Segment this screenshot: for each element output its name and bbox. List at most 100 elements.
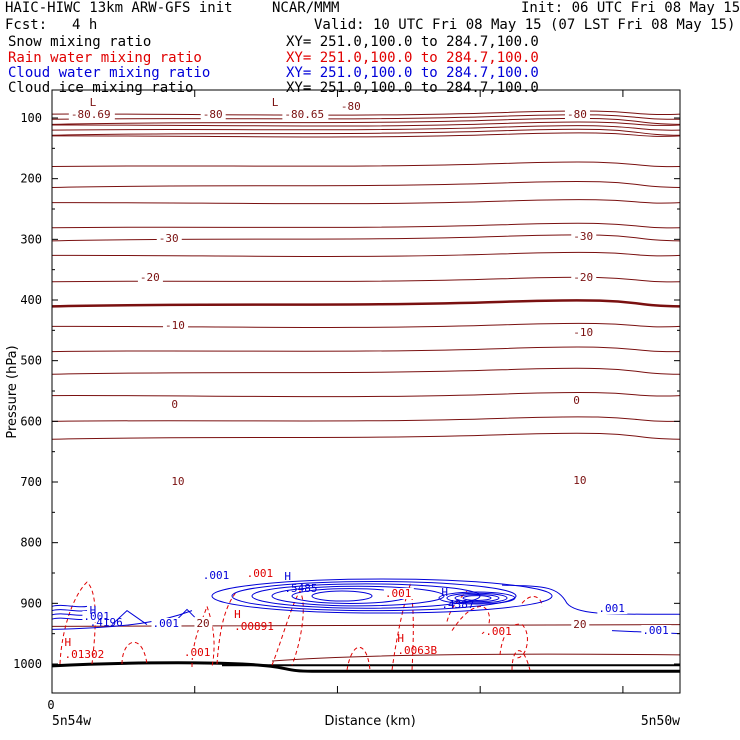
cloud-water-contour [446, 592, 508, 604]
legend-cloud-water-label: Cloud water mixing ratio [8, 65, 211, 81]
contour-label-bg [245, 568, 276, 579]
y-tick-label: 400 [20, 293, 42, 307]
contour-label-bg [82, 611, 113, 622]
rain-contour [346, 647, 371, 671]
contour-label-bg [201, 570, 232, 581]
isotherm [271, 653, 681, 662]
temp-contour-label: -10 [165, 319, 185, 332]
cloud-water-contour [231, 580, 517, 612]
header-model: HAIC-HIWC 13km ARW-GFS init [5, 0, 233, 16]
contour-label: .001 [247, 567, 274, 580]
isotherm [51, 276, 681, 283]
y-axis-title: Pressure (hPa) [5, 345, 20, 438]
extremum-marker: L [272, 96, 279, 109]
contour-label-bg [597, 603, 628, 614]
contour-label-bg [182, 647, 213, 658]
contour-label-bg [383, 588, 414, 599]
isotherm [51, 110, 681, 116]
isotherm [51, 299, 681, 308]
isotherm [51, 251, 681, 257]
extremum-value: .0063B [397, 644, 437, 657]
temp-label-bg [571, 271, 597, 284]
cloud-water-contour [51, 617, 88, 621]
legend-rain-label: Rain water mixing ratio [8, 50, 202, 66]
rain-contour [451, 605, 490, 635]
contour-label: .001 [485, 625, 512, 638]
extremum-marker: H [90, 604, 97, 617]
temp-contour-label: -20 [573, 271, 593, 284]
extremum-value: .5485 [284, 582, 317, 595]
contour-label-bg [484, 626, 515, 637]
y-tick-label: 200 [20, 172, 42, 186]
temp-label-bg [137, 271, 163, 284]
contour-labels: -80.69 -80 -80.65 -80 -80 -30 -30 -20 -20 -10 -10 0… [65, 96, 672, 661]
temp-label-bg [571, 326, 597, 339]
temp-label-bg [571, 474, 590, 487]
cloud-water-contour [501, 584, 681, 615]
terrain-line [51, 661, 680, 673]
rain-contour [216, 590, 238, 665]
plot-frame [51, 89, 681, 694]
y-tick-label: 500 [20, 354, 42, 368]
y-tick-label: 1000 [13, 657, 42, 671]
header-fcst-label: Fcst: [5, 17, 48, 33]
temp-contour-label: -80 [567, 108, 587, 121]
temp-label-bg [571, 230, 597, 243]
y-tick-label: 100 [20, 111, 42, 125]
rain-contour [521, 596, 543, 607]
rain-contour [511, 650, 531, 671]
extremum-marker: H [397, 632, 404, 645]
temp-label-bg [200, 108, 226, 121]
rain-contour [191, 604, 215, 668]
temp-label-bg [564, 108, 590, 121]
extremum-marker: H [234, 608, 241, 621]
isotherm [51, 392, 681, 398]
isotherm [51, 132, 681, 138]
temp-contour-label: -80.69 [71, 108, 111, 121]
rain-contour [59, 581, 96, 665]
temp-label-bg [571, 394, 583, 407]
isotherm [51, 121, 681, 127]
legend-cloud-water-xy: XY= 251.0,100.0 to 284.7,100.0 [286, 65, 539, 81]
rain-contour [499, 623, 528, 659]
cloud-water-contour [51, 613, 88, 616]
temp-label-bg [282, 108, 329, 121]
temp-label-bg [163, 319, 189, 332]
legend-snow-xy: XY= 251.0,100.0 to 284.7,100.0 [286, 34, 539, 50]
isotherm [51, 114, 681, 120]
isotherm [51, 125, 681, 131]
contour-label: .001 [385, 587, 412, 600]
contour-label: .001 [203, 569, 230, 582]
contour-label-bg [151, 618, 182, 629]
temp-contour-label: -80 [203, 108, 223, 121]
temp-label-bg [169, 398, 181, 411]
isotherm [51, 117, 681, 125]
contour-label: .001 [598, 602, 625, 615]
isotherm [51, 432, 681, 440]
temp-contour-label: 0 [171, 398, 178, 411]
isotherm [51, 222, 681, 229]
temp-contour-label: 0 [573, 394, 580, 407]
header-init: Init: 06 UTC Fri 08 May 15 [521, 0, 740, 16]
header-valid: Valid: 10 UTC Fri 08 May 15 (07 LST Fri … [314, 17, 736, 33]
temp-contour-label: 10 [573, 474, 586, 487]
cloud-water-contour [454, 593, 500, 603]
contour-label-bg [641, 625, 672, 636]
cloud-water-contour [462, 595, 492, 601]
temp-label-bg [194, 617, 213, 630]
cloud-water-contour [51, 604, 88, 608]
isotherm [51, 416, 681, 422]
y-tick-label: 700 [20, 475, 42, 489]
cloud-water-contour [211, 578, 553, 614]
temp-contour-label: -20 [140, 271, 160, 284]
legend-cloud-ice-label: Cloud ice mixing ratio [8, 80, 194, 96]
contour-label: .001 [83, 610, 110, 623]
temp-label-bg [571, 618, 590, 631]
extremum-marker: L [90, 96, 97, 109]
header-org: NCAR/MMM [272, 0, 340, 16]
isotherm [51, 161, 681, 168]
cloud-water-contour [271, 585, 445, 607]
contour-label: .001 [184, 646, 211, 659]
isotherm [51, 367, 681, 375]
temp-label-bg [68, 108, 115, 121]
